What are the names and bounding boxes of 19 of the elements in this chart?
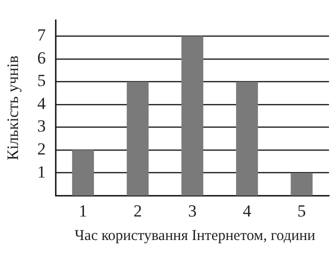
y-tick-label: 3 <box>37 116 46 136</box>
y-tick-label: 1 <box>37 162 46 182</box>
x-axis-title: Час користування Інтернетом, години <box>74 228 316 245</box>
x-tick-label: 2 <box>133 201 142 220</box>
bar <box>236 82 258 196</box>
y-tick-label: 2 <box>37 140 46 159</box>
y-tick-label: 4 <box>37 94 46 113</box>
bar <box>72 150 94 196</box>
bar <box>290 172 313 196</box>
x-tick-label: 5 <box>297 201 306 220</box>
bar <box>126 82 149 196</box>
y-tick-label: 5 <box>37 71 46 90</box>
x-tick-label: 3 <box>188 201 197 220</box>
x-tick-label: 1 <box>78 201 88 220</box>
y-axis-title: Кількість учнів <box>4 55 22 160</box>
x-tick-label: 4 <box>242 201 252 220</box>
y-tick-label: 7 <box>37 26 46 45</box>
y-tick-label: 6 <box>37 48 46 68</box>
bar <box>181 36 204 196</box>
